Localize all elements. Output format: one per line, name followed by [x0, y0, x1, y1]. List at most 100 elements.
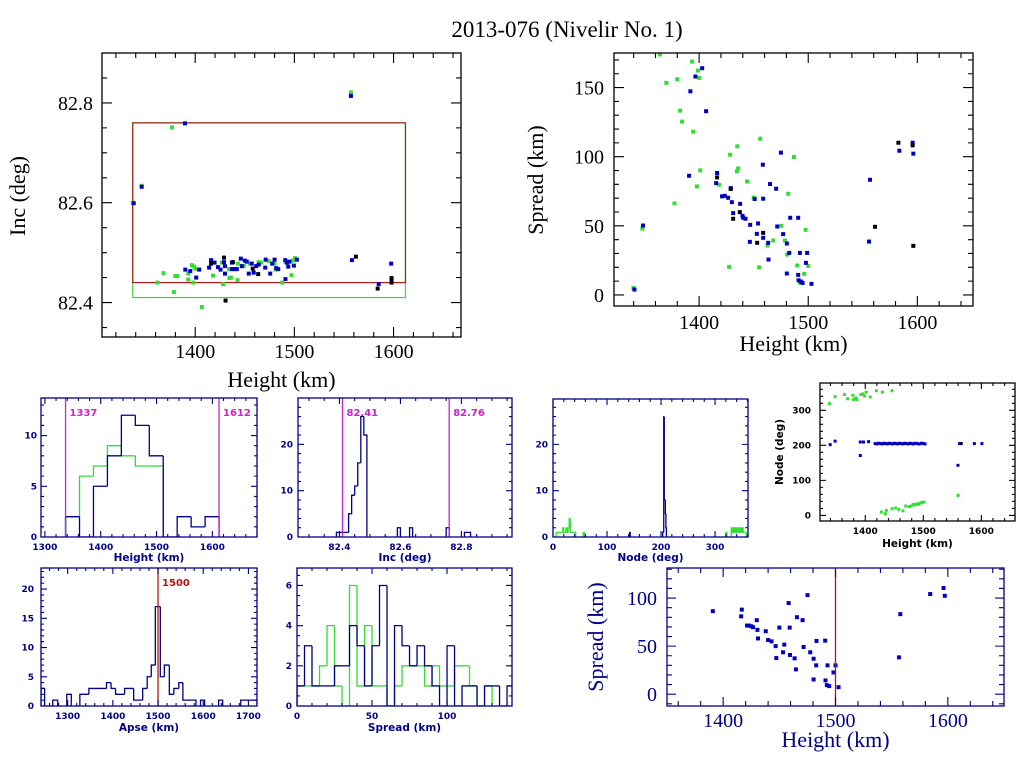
hist-bar-green	[730, 527, 733, 537]
point-blue	[729, 200, 734, 205]
point-blue	[787, 625, 792, 630]
point-blue	[867, 177, 872, 182]
point-blue	[814, 638, 819, 643]
x-tick-label: 1500	[788, 312, 828, 334]
x-tick-label: 1400	[175, 341, 215, 363]
point-green	[833, 395, 837, 399]
point-blue	[755, 627, 760, 632]
hist-bar-blue	[446, 645, 455, 706]
point-blue	[811, 656, 816, 661]
hist-bar-blue	[182, 682, 197, 706]
point-blue	[788, 652, 793, 657]
point-green	[193, 266, 198, 271]
point-blue	[244, 259, 249, 264]
hist-bar-blue	[360, 415, 364, 463]
point-green	[859, 393, 863, 397]
point-green	[266, 259, 271, 264]
x-tick-label: 300	[706, 543, 725, 553]
x-tick-label: 1600	[928, 710, 968, 732]
plot-area	[297, 584, 512, 706]
hist-bar-blue	[178, 681, 183, 689]
y-tick-label: 4	[286, 622, 292, 632]
point-blue	[797, 250, 802, 255]
point-blue	[263, 265, 268, 270]
point-blue	[858, 440, 862, 444]
x-axis-label: Height (km)	[882, 538, 953, 550]
point-black	[375, 286, 380, 291]
point-blue	[904, 442, 908, 446]
point-blue	[796, 278, 801, 283]
x-tick-label: 0	[294, 712, 300, 722]
hist-bar-blue	[123, 687, 134, 695]
x-tick-label: 1400	[853, 527, 878, 537]
point-black	[728, 187, 733, 192]
panel-inc-vs-height: 1400 1500 1600 82.4 82.6 82.8 Height (km) Inc (…	[5, 52, 462, 392]
point-blue	[766, 240, 771, 245]
point-blue	[867, 440, 871, 444]
point-blue	[801, 644, 806, 649]
x-axis-ticks	[552, 399, 749, 537]
point-green	[904, 504, 908, 508]
y-axis-label: Inc (deg)	[5, 156, 30, 236]
point-black	[896, 140, 901, 145]
x-tick-label: 200	[652, 543, 671, 553]
hist-bar-blue	[66, 693, 72, 706]
hist-bar-blue	[498, 685, 508, 706]
point-blue	[221, 260, 226, 265]
point-blue	[911, 151, 916, 156]
point-green	[220, 282, 225, 287]
point-blue	[781, 650, 786, 655]
hist-bar-blue	[386, 585, 395, 706]
point-blue	[284, 260, 289, 265]
point-green	[771, 238, 776, 243]
figure-title: 2013-076 (Nivelir No. 1)	[451, 17, 682, 42]
point-green	[727, 264, 732, 269]
y-tick-label: 5	[31, 482, 37, 492]
point-green	[791, 154, 796, 159]
hist-bar-blue	[303, 645, 313, 686]
hist-bar-blue	[431, 665, 440, 687]
hist-bar-green	[569, 518, 572, 534]
point-green	[913, 503, 917, 507]
hist-bar-green	[563, 527, 565, 534]
point-black	[256, 272, 261, 277]
point-blue	[921, 442, 925, 446]
point-black	[731, 216, 736, 221]
point-blue	[897, 148, 902, 153]
point-green	[918, 501, 922, 505]
x-tick-label: 1400	[100, 712, 125, 722]
plot-area	[335, 398, 472, 537]
point-green	[290, 258, 295, 263]
hist-bar-green	[318, 665, 328, 686]
hist-bar-green	[401, 665, 410, 686]
point-black	[389, 276, 394, 281]
hist-bar-blue	[132, 688, 143, 701]
point-blue	[910, 442, 914, 446]
panel-node-hist: 0 100 200 300 0 10 20 Node (deg)	[535, 398, 749, 564]
reference-line-label: 1612	[223, 408, 251, 419]
y-tick-label: 0	[28, 702, 34, 712]
y-axis-label: Spread (km)	[523, 125, 548, 234]
point-green	[855, 397, 859, 401]
point-blue	[752, 196, 757, 201]
point-blue	[877, 441, 881, 445]
point-green	[915, 502, 919, 506]
point-blue	[923, 442, 927, 446]
reference-line-label: 1500	[162, 578, 190, 589]
point-blue	[222, 271, 227, 276]
hist-bar-blue	[168, 665, 174, 695]
point-blue	[238, 256, 243, 261]
point-blue	[222, 264, 227, 269]
point-green	[736, 166, 741, 171]
point-blue	[207, 265, 212, 270]
hist-bar-blue	[173, 687, 179, 695]
y-tick-label: 5	[28, 673, 34, 683]
point-blue	[760, 162, 765, 167]
point-blue	[751, 625, 756, 630]
x-tick-label: 1700	[236, 712, 261, 722]
hist-bar-green	[732, 527, 735, 533]
x-axis-label: Height (km)	[739, 331, 847, 356]
panel-spread-hist: 0 50 100 0 2 4 6 Spread (km)	[286, 567, 513, 734]
point-blue	[898, 612, 903, 617]
